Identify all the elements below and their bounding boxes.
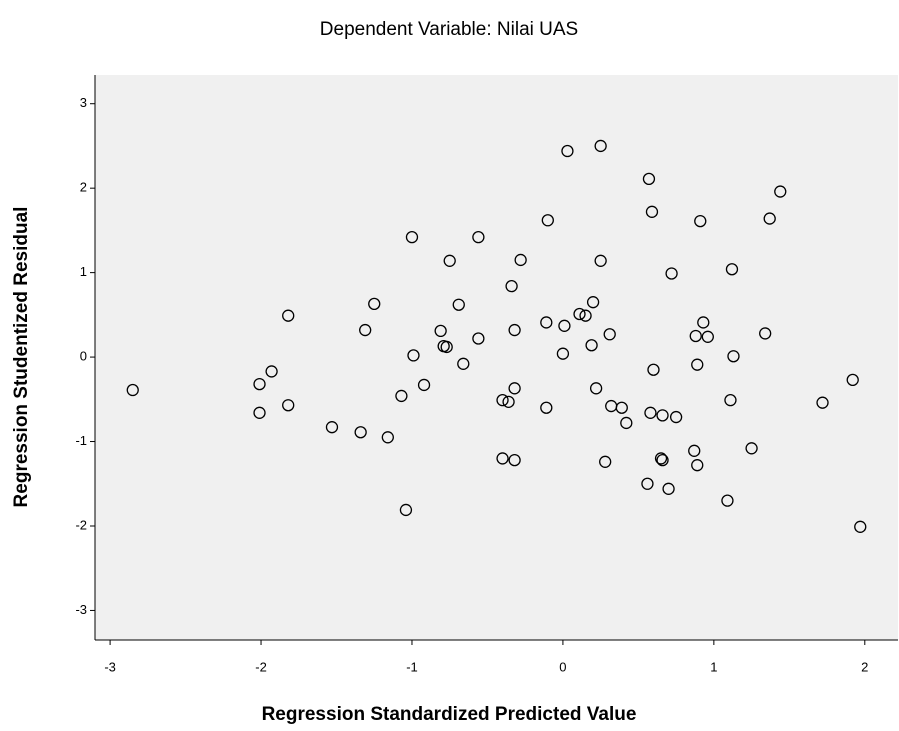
y-tick-label: -2 bbox=[75, 517, 87, 532]
x-tick-label: -1 bbox=[406, 659, 418, 674]
chart: Dependent Variable: Nilai UAS Regression… bbox=[0, 0, 899, 731]
y-tick-label: 0 bbox=[80, 349, 87, 364]
y-tick-label: 3 bbox=[80, 95, 87, 110]
y-tick-label: -3 bbox=[75, 602, 87, 617]
x-tick-label: 0 bbox=[559, 659, 566, 674]
y-axis-label: Regression Studentized Residual bbox=[11, 207, 32, 508]
y-tick-label: 2 bbox=[80, 180, 87, 195]
chart-title: Dependent Variable: Nilai UAS bbox=[320, 19, 578, 40]
x-tick-label: 2 bbox=[861, 659, 868, 674]
plot-area bbox=[95, 75, 898, 640]
x-tick-label: -2 bbox=[255, 659, 267, 674]
y-tick-label: 1 bbox=[80, 264, 87, 279]
y-tick-label: -1 bbox=[75, 433, 87, 448]
x-axis-label: Regression Standardized Predicted Value bbox=[262, 704, 637, 725]
x-tick-label: 1 bbox=[710, 659, 717, 674]
x-tick-label: -3 bbox=[104, 659, 116, 674]
